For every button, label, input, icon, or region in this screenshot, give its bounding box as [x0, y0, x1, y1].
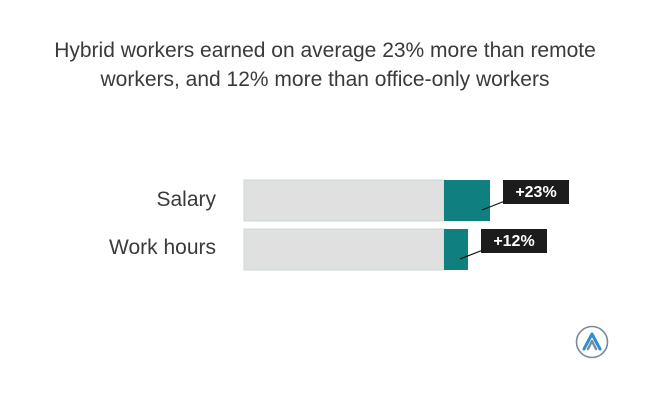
category-label-salary: Salary	[156, 188, 216, 211]
leader-line-work-hours	[459, 249, 484, 260]
category-label-work-hours: Work hours	[109, 236, 216, 259]
leader-line-salary	[481, 200, 506, 211]
data-label-box-salary	[503, 180, 569, 204]
brand-logo-icon	[575, 325, 609, 359]
data-label-box-work-hours	[481, 229, 547, 253]
base-bar-work-hours	[243, 228, 445, 271]
data-label-salary: +23%	[515, 184, 556, 201]
chart-title: Hybrid workers earned on average 23% mor…	[54, 39, 596, 91]
increase-bar-work-hours	[444, 229, 468, 270]
increase-bar-salary	[444, 180, 490, 221]
data-label-work-hours: +12%	[493, 233, 534, 250]
base-bar-salary	[243, 179, 445, 222]
